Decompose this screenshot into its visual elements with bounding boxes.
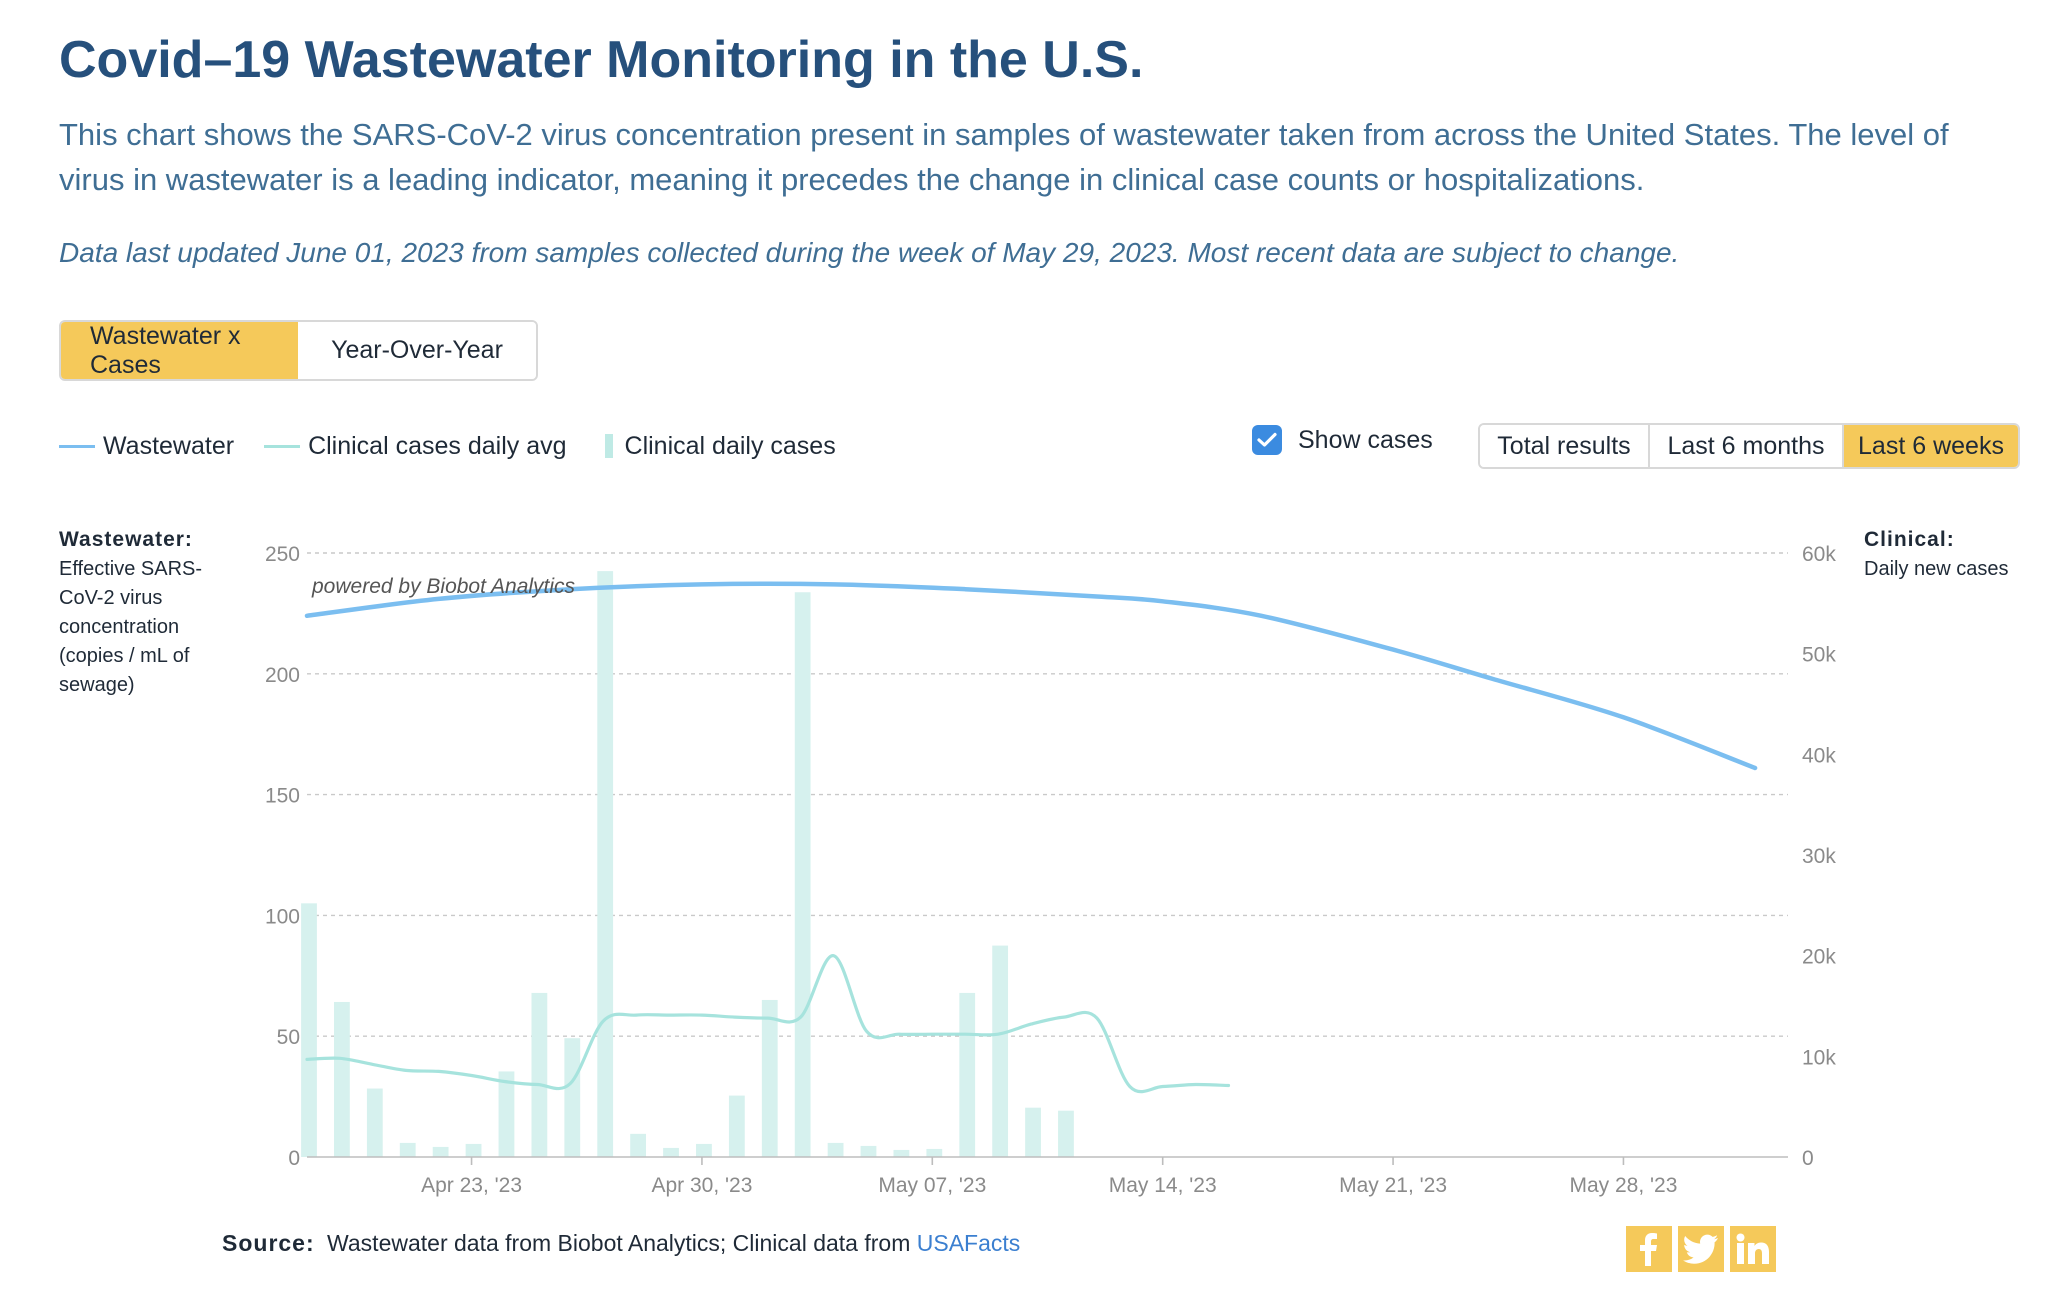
right-axis-heading: Clinical: bbox=[1864, 528, 1955, 551]
daily-cases-bar bbox=[1025, 1107, 1041, 1157]
data-updated-note: Data last updated June 01, 2023 from sam… bbox=[59, 237, 1680, 268]
range-last-6-weeks[interactable]: Last 6 weeks bbox=[1844, 425, 2018, 467]
source-note: Source: Wastewater data from Biobot Anal… bbox=[222, 1230, 1020, 1257]
right-axis-title: Clinical: Daily new cases bbox=[1864, 525, 2044, 584]
daily-cases-bar bbox=[926, 1148, 943, 1157]
cases-avg-swatch bbox=[264, 444, 301, 448]
axes: 0 50 100 150 200 250 0 10k 20k 30k 40k 50k 60k Apr 23… bbox=[265, 543, 1836, 1197]
chart-title: Covid–19 Wastewater Monitoring in the U.… bbox=[59, 31, 1144, 89]
daily-cases-bar bbox=[630, 1133, 647, 1157]
legend-label: Clinical daily cases bbox=[624, 431, 836, 460]
tab-year-over-year[interactable]: Year-Over-Year bbox=[298, 322, 536, 379]
checkbox-checked-icon[interactable] bbox=[1252, 425, 1282, 455]
legend-item-cases-avg[interactable]: Clinical cases daily avg bbox=[264, 431, 567, 461]
daily-cases-bar bbox=[366, 1088, 383, 1157]
left-axis-title: Wastewater: Effective SARS-CoV-2 virus c… bbox=[59, 525, 229, 700]
left-axis-heading: Wastewater: bbox=[59, 528, 193, 551]
linkedin-icon[interactable] bbox=[1730, 1226, 1776, 1272]
right-tick-label: 60k bbox=[1802, 543, 1836, 566]
series-lines bbox=[304, 581, 1758, 1094]
watermark: powered by Biobot Analytics bbox=[311, 575, 576, 598]
left-tick-label: 0 bbox=[288, 1147, 300, 1170]
right-tick-label: 10k bbox=[1802, 1046, 1836, 1069]
x-tick-label: May 21, '23 bbox=[1339, 1174, 1447, 1197]
daily-cases-swatch bbox=[604, 434, 613, 458]
left-tick-label: 50 bbox=[277, 1026, 300, 1049]
time-range-toggle: Total results Last 6 months Last 6 weeks bbox=[1478, 423, 2020, 469]
right-tick-label: 50k bbox=[1802, 644, 1836, 667]
chart-description: This chart shows the SARS-CoV-2 virus co… bbox=[59, 117, 1949, 197]
usafacts-link[interactable]: USAFacts bbox=[916, 1230, 1021, 1256]
left-tick-label: 150 bbox=[265, 785, 300, 808]
daily-cases-bar bbox=[498, 1071, 515, 1157]
daily-cases-bar bbox=[860, 1145, 877, 1157]
gridlines bbox=[307, 552, 1788, 1037]
daily-cases-bar bbox=[597, 571, 614, 1157]
range-total-results[interactable]: Total results bbox=[1480, 425, 1650, 467]
twitter-icon[interactable] bbox=[1678, 1226, 1724, 1272]
range-last-6-months[interactable]: Last 6 months bbox=[1650, 425, 1844, 467]
left-tick-label: 100 bbox=[265, 905, 300, 928]
show-cases-toggle[interactable]: Show cases bbox=[1252, 425, 1433, 455]
left-tick-label: 250 bbox=[265, 543, 300, 566]
daily-cases-bar bbox=[301, 903, 317, 1157]
daily-cases-bar bbox=[794, 592, 811, 1157]
legend-label: Clinical cases daily avg bbox=[308, 431, 567, 460]
cases-avg-line bbox=[305, 954, 1231, 1094]
left-tick-label: 200 bbox=[265, 664, 300, 687]
daily-cases-bar bbox=[827, 1142, 844, 1157]
source-label: Source: bbox=[222, 1230, 315, 1256]
left-axis-description: Effective SARS-CoV-2 virus concentration… bbox=[59, 558, 203, 696]
right-tick-label: 20k bbox=[1802, 946, 1836, 969]
daily-cases-bar bbox=[696, 1143, 712, 1157]
right-tick-label: 30k bbox=[1802, 845, 1836, 868]
daily-cases-bar bbox=[761, 999, 778, 1157]
x-tick-label: Apr 30, '23 bbox=[651, 1174, 752, 1197]
chart-legend: Wastewater Clinical cases daily avg Clin… bbox=[59, 428, 866, 464]
x-tick-label: May 28, '23 bbox=[1569, 1174, 1677, 1197]
daily-cases-bar bbox=[1058, 1110, 1074, 1157]
daily-cases-bar bbox=[728, 1095, 745, 1157]
right-tick-label: 40k bbox=[1802, 744, 1836, 767]
daily-cases-bar bbox=[531, 992, 548, 1157]
legend-item-daily-cases[interactable]: Clinical daily cases bbox=[597, 432, 836, 461]
daily-cases-bar bbox=[893, 1149, 910, 1157]
daily-cases-bar bbox=[399, 1142, 416, 1157]
right-tick-label: 0 bbox=[1802, 1147, 1814, 1170]
wastewater-swatch bbox=[59, 444, 95, 448]
legend-item-wastewater[interactable]: Wastewater bbox=[59, 432, 234, 461]
x-tick-label: Apr 23, '23 bbox=[421, 1174, 522, 1197]
legend-label: Wastewater bbox=[103, 431, 235, 460]
right-axis-description: Daily new cases bbox=[1864, 558, 2009, 580]
daily-cases-bar bbox=[663, 1147, 679, 1157]
wastewater-line bbox=[304, 581, 1758, 771]
source-text: Wastewater data from Biobot Analytics; C… bbox=[327, 1230, 911, 1256]
view-toggle: Wastewater x Cases Year-Over-Year bbox=[59, 320, 538, 381]
daily-cases-bar bbox=[992, 945, 1009, 1157]
daily-cases-bar bbox=[334, 1001, 350, 1157]
daily-cases-bar bbox=[564, 1038, 581, 1157]
show-cases-label: Show cases bbox=[1298, 425, 1433, 454]
daily-cases-bars bbox=[301, 571, 1074, 1157]
x-tick-label: May 07, '23 bbox=[878, 1174, 986, 1197]
daily-cases-bar bbox=[959, 992, 976, 1157]
daily-cases-bar bbox=[432, 1146, 449, 1157]
x-tick-label: May 14, '23 bbox=[1109, 1174, 1217, 1197]
tab-wastewater-x-cases[interactable]: Wastewater x Cases bbox=[61, 322, 298, 379]
facebook-icon[interactable] bbox=[1626, 1226, 1672, 1272]
daily-cases-bar bbox=[465, 1143, 482, 1157]
